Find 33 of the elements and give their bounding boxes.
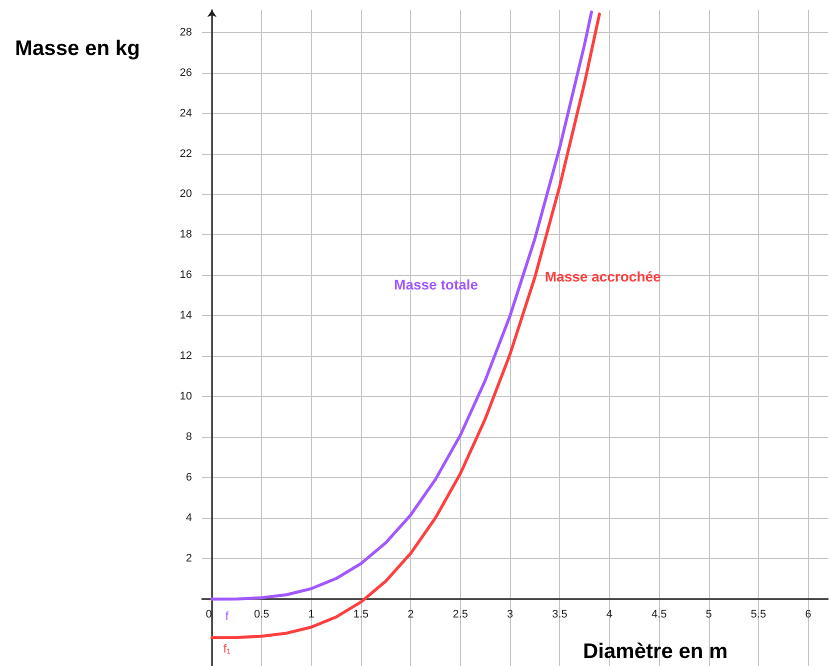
x-tick-label: 4.5 xyxy=(651,608,667,621)
y-tick-label: 14 xyxy=(180,310,192,322)
y-tick-label: 22 xyxy=(180,148,192,160)
x-tick-label: 5 xyxy=(706,608,712,621)
x-tick-label: 4 xyxy=(606,608,612,621)
x-tick-label: 0.5 xyxy=(254,608,270,621)
x-tick-label: 1.5 xyxy=(353,608,369,621)
y-tick-label: 8 xyxy=(186,431,192,444)
x-tick-label: 2 xyxy=(408,608,414,621)
x-axis-title: Diamètre en m xyxy=(583,640,728,663)
x-tick-label: 6 xyxy=(805,608,812,621)
y-tick-label: 18 xyxy=(180,228,192,241)
x-tick-label: 5.5 xyxy=(750,608,766,621)
x-tick-label: 3.5 xyxy=(552,608,568,621)
x-tick-label: 3 xyxy=(506,608,514,621)
text: Masse totale xyxy=(394,276,478,293)
x-tick-label: 2.5 xyxy=(452,608,468,621)
y-tick-label: 26 xyxy=(180,66,192,79)
series-label: Masse accrochée xyxy=(544,268,662,284)
y-tick-label: 10 xyxy=(180,390,192,403)
y-tick-label: 24 xyxy=(180,107,192,120)
x-tick-label: 1 xyxy=(308,608,314,621)
y-tick-label: 28 xyxy=(180,26,192,38)
y-tick-label: 12 xyxy=(180,350,192,362)
y-axis-title: Masse en kg xyxy=(15,37,140,60)
y-tick-label: 6 xyxy=(186,472,192,484)
x-tick-label: 0 xyxy=(206,608,212,621)
annotation: f₁ xyxy=(223,642,231,656)
y-tick-label: 2 xyxy=(186,552,192,565)
y-tick-label: 20 xyxy=(180,188,192,200)
y-tick-label: 4 xyxy=(186,512,192,524)
annotation: f xyxy=(225,609,230,624)
y-tick-label: 16 xyxy=(180,269,192,282)
